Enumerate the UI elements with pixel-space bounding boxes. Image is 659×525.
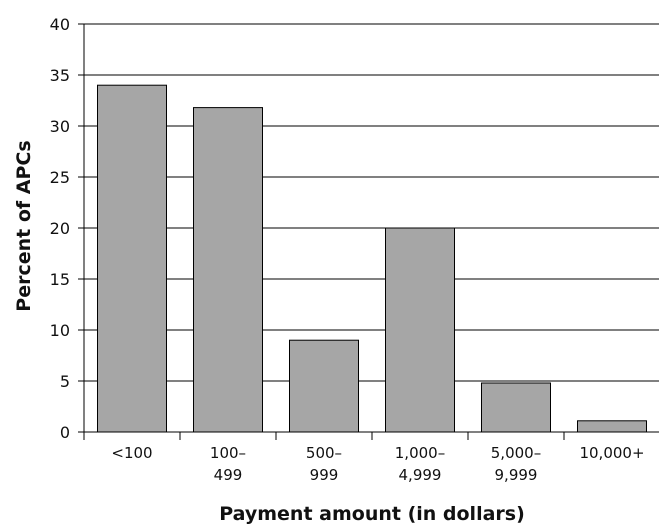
x-category-label: <100 [111, 444, 152, 462]
x-axis-title: Payment amount (in dollars) [219, 503, 525, 525]
y-axis-title: Percent of APCs [13, 140, 35, 311]
bar [385, 227, 455, 433]
bar [577, 420, 647, 433]
y-tick-label: 0 [60, 423, 70, 442]
y-tick-label: 30 [50, 117, 70, 136]
bar [481, 382, 551, 433]
bar [97, 84, 167, 433]
x-category-label: 1,000– [395, 444, 445, 462]
x-category-label: 500– [306, 444, 342, 462]
y-tick-label: 20 [50, 219, 70, 238]
x-category-label: 4,999 [399, 466, 442, 484]
y-tick-label: 10 [50, 321, 70, 340]
bar [193, 107, 263, 433]
y-tick-label: 5 [60, 372, 70, 391]
x-category-label: 999 [310, 466, 339, 484]
y-tick-label: 25 [50, 168, 70, 187]
y-tick-labels: 0 5 10 15 20 25 30 35 40 [50, 15, 70, 442]
x-category-label: 499 [214, 466, 243, 484]
x-category-label: 100– [210, 444, 246, 462]
x-category-label: 10,000+ [579, 444, 644, 462]
x-category-labels: <100 100– 499 500– 999 1,000– 4,999 5,000– 9,999… [83, 432, 645, 484]
y-tick-label: 35 [50, 66, 70, 85]
y-tick-label: 40 [50, 15, 70, 34]
bar [289, 339, 359, 433]
y-tick-label: 15 [50, 270, 70, 289]
x-category-label: 9,999 [495, 466, 538, 484]
bars [97, 84, 647, 433]
x-category-label: 5,000– [491, 444, 541, 462]
